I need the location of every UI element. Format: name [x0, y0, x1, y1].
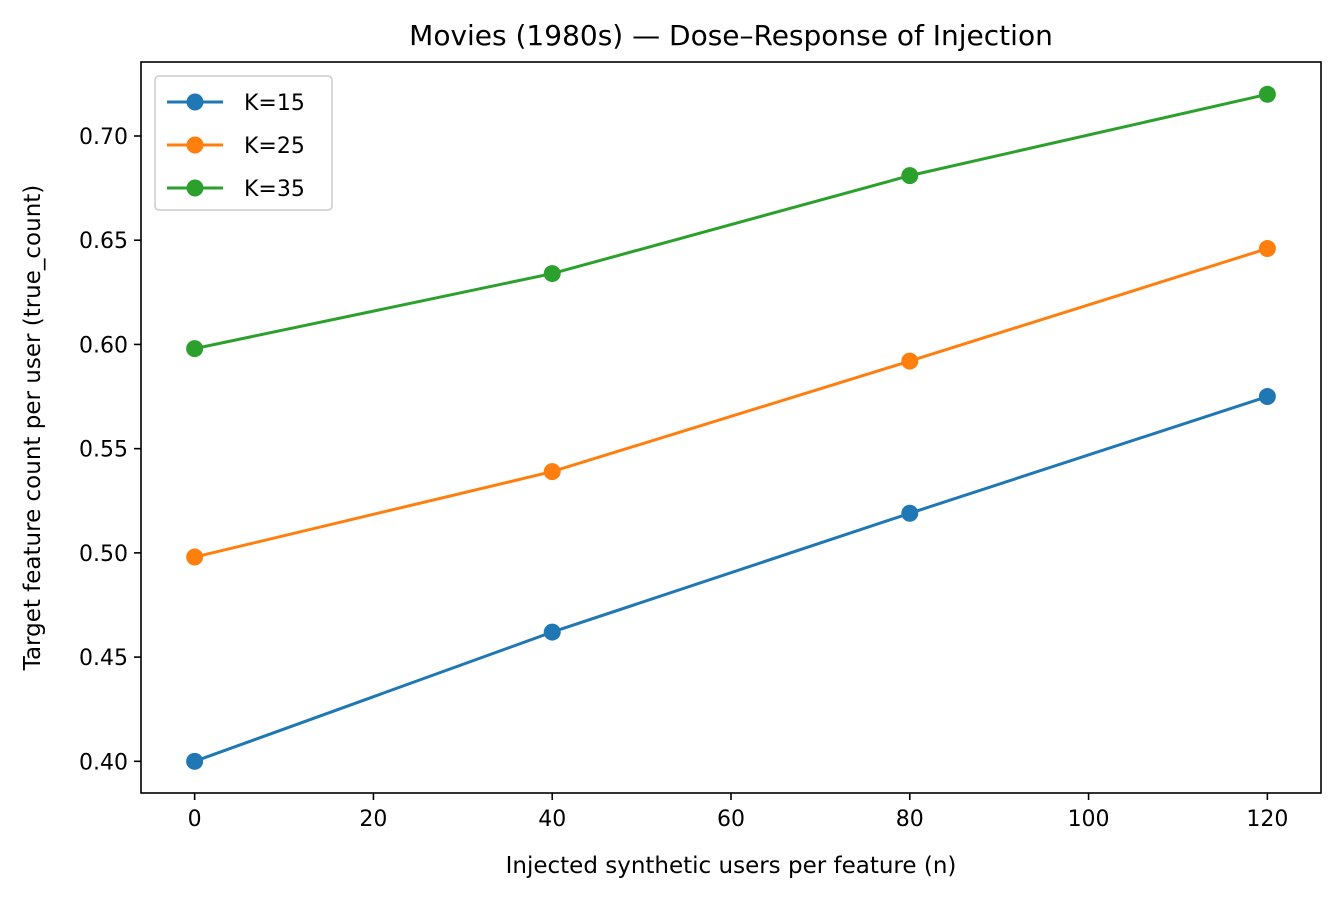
legend-label: K=25	[244, 134, 305, 159]
data-point	[901, 352, 919, 370]
x-tick-label: 100	[1068, 807, 1110, 832]
series-K=25	[186, 240, 1276, 566]
data-point	[186, 548, 204, 566]
y-tick-label: 0.70	[79, 125, 128, 150]
y-tick-label: 0.55	[79, 438, 128, 463]
x-axis: 0 20 40 60 80 100 120	[188, 793, 1288, 832]
x-axis-label: Injected synthetic users per feature (n)	[506, 853, 957, 879]
y-tick-label: 0.65	[79, 229, 128, 254]
data-point	[1258, 85, 1276, 103]
legend-item: K=25	[167, 134, 305, 159]
series-line	[194, 92, 1268, 351]
y-tick-label: 0.40	[79, 750, 128, 775]
series-K=15	[186, 388, 1276, 770]
chart-title: Movies (1980s) — Dose–Response of Inject…	[409, 19, 1053, 52]
data-point	[543, 265, 561, 283]
y-tick-label: 0.50	[79, 542, 128, 567]
y-tick-label: 0.60	[79, 333, 128, 358]
series-line	[194, 247, 1268, 559]
x-tick-label: 120	[1246, 807, 1288, 832]
data-point	[543, 623, 561, 641]
data-point	[186, 340, 204, 358]
data-point	[901, 167, 919, 185]
x-tick-label: 40	[538, 807, 566, 832]
data-point	[1258, 388, 1276, 406]
y-tick-label: 0.45	[79, 646, 128, 671]
legend-marker	[186, 93, 204, 111]
legend-box	[154, 75, 333, 211]
legend-label: K=35	[244, 177, 305, 202]
y-axis: 0.40 0.45 0.50 0.55 0.60 0.65 0.70	[79, 125, 141, 775]
legend-label: K=15	[244, 91, 305, 116]
data-point	[186, 752, 204, 770]
data-point	[901, 504, 919, 522]
legend-marker	[186, 179, 204, 197]
series-line	[194, 395, 1268, 763]
legend-item: K=15	[167, 91, 305, 116]
x-tick-label: 60	[717, 807, 745, 832]
legend: K=15 K=25 K=35	[154, 75, 333, 211]
data-point	[1258, 240, 1276, 258]
x-tick-label: 20	[359, 807, 387, 832]
y-axis-label: Target feature count per user (true_coun…	[20, 185, 46, 672]
series-K=35	[186, 85, 1276, 358]
x-tick-label: 80	[896, 807, 924, 832]
legend-item: K=35	[167, 177, 305, 202]
legend-marker	[186, 136, 204, 154]
data-point	[543, 463, 561, 481]
plot-area	[186, 85, 1276, 770]
x-tick-label: 0	[188, 807, 202, 832]
